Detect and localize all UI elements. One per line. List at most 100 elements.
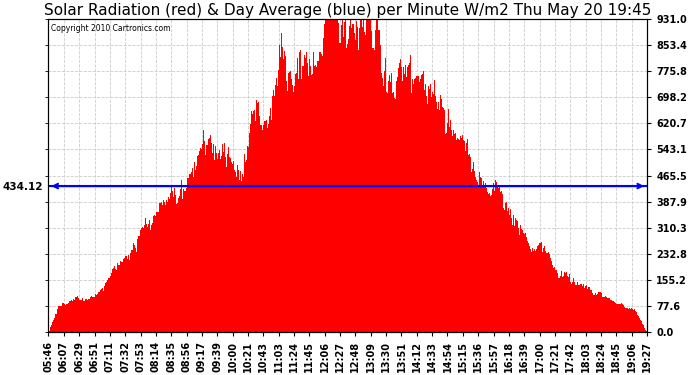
Bar <box>202 144 203 332</box>
Bar <box>298 78 299 332</box>
Bar <box>155 216 156 332</box>
Bar <box>214 149 215 332</box>
Bar <box>61 304 62 332</box>
Bar <box>292 85 293 332</box>
Bar <box>379 30 380 332</box>
Bar <box>65 305 66 332</box>
Bar <box>518 228 519 332</box>
Bar <box>422 74 423 332</box>
Bar <box>566 269 567 332</box>
Bar <box>208 141 209 332</box>
Bar <box>82 298 83 332</box>
Bar <box>190 174 191 332</box>
Bar <box>278 70 279 332</box>
Bar <box>273 99 274 332</box>
Bar <box>424 90 425 332</box>
Bar <box>164 201 165 332</box>
Bar <box>135 248 136 332</box>
Bar <box>122 262 123 332</box>
Bar <box>100 290 101 332</box>
Bar <box>332 19 333 332</box>
Bar <box>363 27 364 332</box>
Bar <box>139 236 140 332</box>
Bar <box>283 58 284 332</box>
Bar <box>393 92 394 332</box>
Bar <box>526 240 527 332</box>
Bar <box>206 145 207 332</box>
Bar <box>503 208 504 332</box>
Bar <box>56 314 57 332</box>
Bar <box>341 44 342 332</box>
Bar <box>64 304 65 332</box>
Bar <box>121 267 122 332</box>
Bar <box>107 282 108 332</box>
Bar <box>304 55 305 332</box>
Bar <box>245 162 246 332</box>
Bar <box>455 133 456 332</box>
Bar <box>347 44 348 332</box>
Bar <box>542 252 543 332</box>
Bar <box>236 178 237 332</box>
Bar <box>303 66 304 332</box>
Bar <box>508 213 509 332</box>
Bar <box>151 225 152 332</box>
Bar <box>83 301 84 332</box>
Bar <box>550 256 551 332</box>
Bar <box>102 288 103 332</box>
Bar <box>559 278 560 332</box>
Bar <box>88 299 89 332</box>
Bar <box>231 162 232 332</box>
Bar <box>596 295 597 332</box>
Bar <box>307 63 308 332</box>
Bar <box>235 172 236 332</box>
Bar <box>608 298 609 332</box>
Bar <box>247 146 248 332</box>
Bar <box>567 276 568 332</box>
Bar <box>229 158 230 332</box>
Bar <box>174 194 175 332</box>
Bar <box>291 78 292 332</box>
Bar <box>299 52 300 332</box>
Bar <box>496 182 497 332</box>
Bar <box>577 282 578 332</box>
Bar <box>60 306 61 332</box>
Bar <box>447 123 448 332</box>
Bar <box>637 312 638 332</box>
Bar <box>502 204 503 332</box>
Bar <box>143 228 144 332</box>
Bar <box>246 160 247 332</box>
Bar <box>96 296 97 332</box>
Bar <box>264 120 265 332</box>
Bar <box>351 28 352 332</box>
Bar <box>73 299 74 332</box>
Bar <box>622 304 623 332</box>
Bar <box>335 19 336 332</box>
Bar <box>460 136 461 332</box>
Bar <box>270 112 271 332</box>
Bar <box>473 162 474 332</box>
Bar <box>93 297 94 332</box>
Bar <box>632 309 633 332</box>
Bar <box>348 39 349 332</box>
Bar <box>52 322 53 332</box>
Bar <box>573 278 574 332</box>
Bar <box>185 191 186 332</box>
Bar <box>128 255 129 332</box>
Bar <box>485 183 486 332</box>
Bar <box>425 86 426 332</box>
Bar <box>161 209 162 332</box>
Bar <box>361 29 362 332</box>
Bar <box>642 324 643 332</box>
Bar <box>441 99 442 332</box>
Bar <box>285 56 286 332</box>
Bar <box>583 284 584 332</box>
Bar <box>549 254 550 332</box>
Bar <box>551 261 552 332</box>
Bar <box>336 19 337 332</box>
Bar <box>176 204 177 332</box>
Bar <box>257 103 258 332</box>
Bar <box>616 304 617 332</box>
Bar <box>72 300 73 332</box>
Bar <box>74 300 75 332</box>
Bar <box>101 289 102 332</box>
